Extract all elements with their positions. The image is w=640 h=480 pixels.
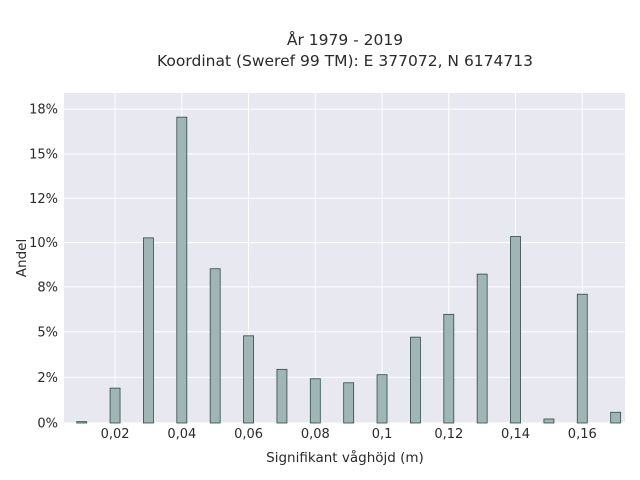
y-tick-label: 0% <box>37 417 58 432</box>
x-tick-label: 0,02 <box>101 427 130 442</box>
y-tick-label: 12% <box>29 192 58 207</box>
bar <box>243 335 254 424</box>
x-tick-label: 0,12 <box>434 427 463 442</box>
x-tick-label: 0,04 <box>167 427 196 442</box>
x-tick-label: 0,14 <box>501 427 530 442</box>
bar <box>209 268 221 424</box>
y-axis-label: Andel <box>14 239 30 277</box>
bar <box>443 313 455 424</box>
bar <box>109 387 121 424</box>
x-axis-ticks: 0,02 0,04 0,06 0,08 0,1 0,12 0,14 0,16 <box>101 427 597 442</box>
x-tick-label: 0,08 <box>301 427 330 442</box>
plot-area <box>64 93 625 423</box>
bar <box>610 411 622 424</box>
chart-title-line1: År 1979 - 2019 <box>287 30 403 49</box>
bars <box>76 116 622 424</box>
bar <box>309 378 321 424</box>
bar <box>276 368 288 424</box>
bar <box>410 336 421 424</box>
bar <box>176 116 188 424</box>
bar <box>510 236 521 424</box>
y-tick-label: 2% <box>37 371 58 386</box>
bar <box>543 418 555 424</box>
bar <box>343 382 355 424</box>
y-tick-label: 8% <box>37 280 58 295</box>
x-axis-label: Signifikant våghöjd (m) <box>266 449 424 466</box>
bar <box>576 293 588 424</box>
x-tick-label: 0,06 <box>234 427 263 442</box>
y-tick-label: 15% <box>29 148 58 163</box>
x-tick-label: 0,1 <box>372 427 393 442</box>
bar <box>143 237 154 424</box>
bar <box>76 421 88 424</box>
y-axis-ticks: 0% 2% 5% 8% 10% 12% 15% 18% <box>29 103 58 432</box>
bar <box>376 374 388 424</box>
y-tick-label: 10% <box>29 236 58 251</box>
y-tick-label: 18% <box>29 103 58 118</box>
grid <box>64 93 625 424</box>
bar <box>476 273 488 424</box>
x-tick-label: 0,16 <box>568 427 597 442</box>
chart-title-line2: Koordinat (Sweref 99 TM): E 377072, N 61… <box>157 52 533 70</box>
y-tick-label: 5% <box>37 325 58 340</box>
